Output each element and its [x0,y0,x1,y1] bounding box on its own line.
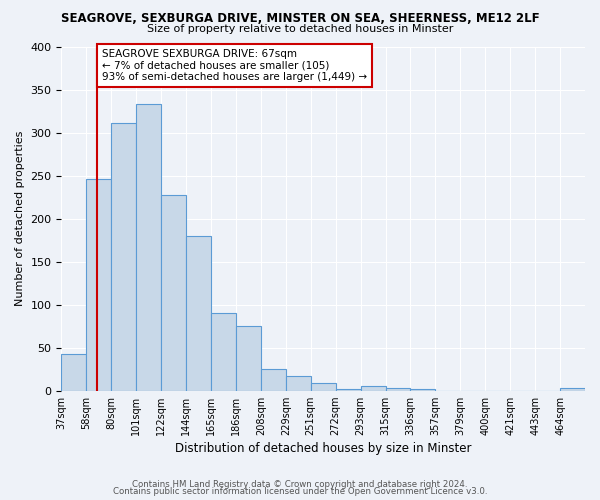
Text: SEAGROVE, SEXBURGA DRIVE, MINSTER ON SEA, SHEERNESS, ME12 2LF: SEAGROVE, SEXBURGA DRIVE, MINSTER ON SEA… [61,12,539,26]
Text: Contains public sector information licensed under the Open Government Licence v3: Contains public sector information licen… [113,487,487,496]
Bar [111,123,136,390]
Bar [136,104,161,391]
Bar [186,236,211,390]
Bar [286,376,311,390]
Text: Contains HM Land Registry data © Crown copyright and database right 2024.: Contains HM Land Registry data © Crown c… [132,480,468,489]
Bar [236,326,261,390]
Y-axis label: Number of detached properties: Number of detached properties [15,131,25,306]
Bar [261,369,286,390]
Bar [311,383,335,390]
Bar [211,314,236,390]
Text: SEAGROVE SEXBURGA DRIVE: 67sqm
← 7% of detached houses are smaller (105)
93% of : SEAGROVE SEXBURGA DRIVE: 67sqm ← 7% of d… [102,49,367,82]
Bar [386,388,410,390]
Bar [361,386,386,390]
Bar [86,179,111,390]
X-axis label: Distribution of detached houses by size in Minster: Distribution of detached houses by size … [175,442,472,455]
Bar [161,196,186,390]
Bar [335,389,361,390]
Bar [560,388,585,390]
Text: Size of property relative to detached houses in Minster: Size of property relative to detached ho… [147,24,453,34]
Bar [61,354,86,391]
Bar [410,389,436,390]
